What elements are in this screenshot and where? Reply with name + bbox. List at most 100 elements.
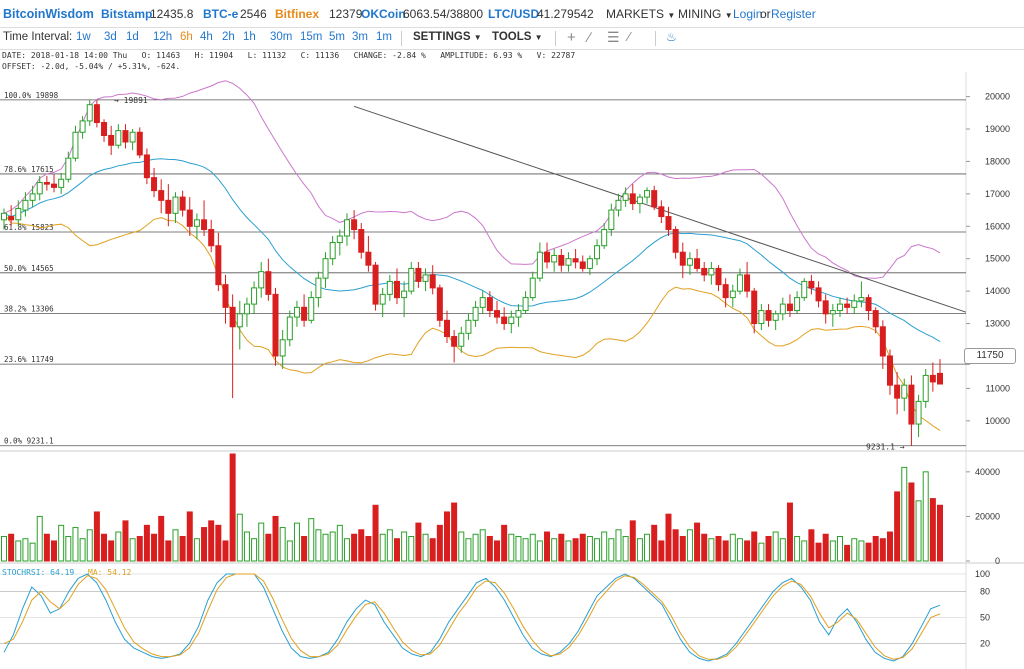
candle-body [922,374,929,402]
candle-body [343,219,350,237]
candle-body [301,306,308,321]
interval-1m[interactable]: 1m [376,31,392,43]
ticker-name-bitstamp[interactable]: Bitstamp [101,7,153,21]
interval-5m[interactable]: 5m [329,31,345,43]
price-tick-label: 17000 [985,189,1010,199]
volume-bar [451,502,458,562]
candle-body [472,306,479,321]
volume-bar [872,535,879,562]
toolbar: Time Interval: 1w 3d 1d 12h 6h 4h 2h 1h … [0,27,1024,50]
fib-label: 0.0% 9231.1 [4,437,54,446]
candle-body [315,277,322,299]
volume-bar [601,531,608,562]
volume-bar [851,538,858,562]
mining-menu[interactable]: MINING ▼ [678,7,733,21]
candle-body [579,261,586,269]
volume-bar [179,535,186,562]
volume-bar [51,540,58,562]
volume-bar [243,531,250,562]
candle-body [351,219,358,231]
toolbar-divider [401,31,402,46]
volume-bar [515,535,522,562]
interval-1d[interactable]: 1d [126,31,139,43]
markets-menu[interactable]: MARKETS ▼ [606,7,675,21]
plus-icon[interactable]: + [567,29,576,46]
volume-bar [936,504,944,562]
volume-bar [622,535,629,562]
tools-menu[interactable]: TOOLS ▼ [492,31,543,43]
volume-bar [658,540,665,562]
register-link[interactable]: Register [771,7,816,21]
hline-icon[interactable]: ☰ [607,29,620,45]
candle-body [15,207,22,221]
interval-1w[interactable]: 1w [76,31,91,43]
volume-bar [308,518,315,562]
ticker-name-ltcusd[interactable]: LTC/USD [488,7,540,21]
interval-2h[interactable]: 2h [222,31,235,43]
fib-label: 78.6% 17615 [4,165,54,174]
toolbar-divider [555,31,556,46]
candle-body [136,131,143,156]
interval-30m[interactable]: 30m [270,31,293,43]
candle-body [536,251,543,279]
settings-menu[interactable]: SETTINGS ▼ [413,31,482,43]
volume-bar [915,500,922,562]
line-icon[interactable]: ∕ [588,29,591,45]
volume-bar [401,531,408,562]
fib-label: 100.0% 19898 [4,91,59,100]
volume-bar [479,529,486,562]
interval-12h[interactable]: 12h [153,31,173,43]
fib-label: 50.0% 14565 [4,264,54,273]
volume-bar [358,529,365,562]
ticker-value-btce: 2546 [240,7,267,21]
volume-bar [15,540,22,562]
logo[interactable]: BitcoinWisdom [3,7,94,21]
volume-bar [558,533,565,562]
candle-body [858,297,865,302]
price-tick-label: 13000 [985,319,1010,329]
volume-tick-label: 40000 [975,467,1000,477]
interval-6h[interactable]: 6h [180,31,193,43]
price-chart[interactable]: 1000011000120001300014000150001600017000… [0,72,1024,669]
volume-bar [322,533,329,562]
interval-3m[interactable]: 3m [352,31,368,43]
candle-body [515,310,522,318]
candle-body [51,183,58,188]
candle-body [901,384,908,399]
candle-body [608,209,615,231]
candle-body [522,297,529,312]
volume-bar [894,491,901,562]
login-link[interactable]: Login [733,7,763,21]
volume-bar [251,538,258,562]
ticker-name-btce[interactable]: BTC-e [203,7,239,21]
candle-body [8,216,15,221]
interval-3d[interactable]: 3d [104,31,117,43]
ticker-name-okcoin[interactable]: OKCoin [361,7,406,21]
volume-bar [629,520,636,562]
volume-bar [408,535,415,562]
interval-1h[interactable]: 1h [243,31,256,43]
interval-15m[interactable]: 15m [300,31,323,43]
candle-body [229,306,236,328]
volume-bar [372,504,379,562]
volume-bar [572,538,579,562]
candle-body [436,287,443,321]
stoch-tick-label: 50 [980,613,990,623]
volume-bar [72,527,79,562]
ticker-name-bitfinex[interactable]: Bitfinex [275,7,320,21]
candle-body [72,131,79,159]
bell-icon[interactable]: ♨ [666,30,677,44]
volume-bar [193,538,200,562]
candle-body [694,258,701,269]
mining-label: MINING [678,7,722,21]
candle-body [79,120,86,133]
candle-body [401,290,408,299]
stoch-ma-line [3,573,941,660]
interval-4h[interactable]: 4h [200,31,213,43]
brush-icon[interactable]: ⁄ [628,29,631,44]
candle-body [329,241,336,260]
volume-bar [222,540,229,562]
candle-body [179,196,186,211]
candle-body [0,212,8,221]
candle-body [43,182,50,185]
